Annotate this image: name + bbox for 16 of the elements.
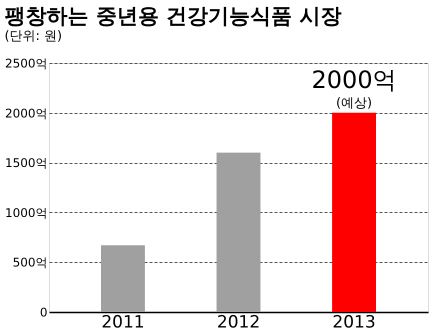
y-tick-label: 0 — [40, 306, 48, 320]
chart-subtitle: (단위: 원) — [4, 29, 62, 44]
bar — [100, 245, 145, 312]
y-tick-label: 500억 — [12, 256, 48, 270]
y-tick-label: 1000억 — [4, 206, 48, 220]
bar — [332, 112, 376, 312]
x-tick-label: 2012 — [216, 312, 260, 332]
y-tick-label: 1500억 — [4, 156, 48, 170]
x-tick-label: 2011 — [101, 312, 145, 332]
x-tick-label: 2013 — [332, 312, 376, 332]
chart-title: 팽창하는 중년용 건강기능식품 시장 — [4, 4, 342, 28]
y-tick-label: 2500억 — [4, 56, 48, 70]
data-label: 2000억 — [312, 66, 397, 94]
bar — [216, 152, 260, 312]
y-tick-label: 2000억 — [4, 106, 48, 120]
annotation: (예상) — [336, 96, 372, 111]
